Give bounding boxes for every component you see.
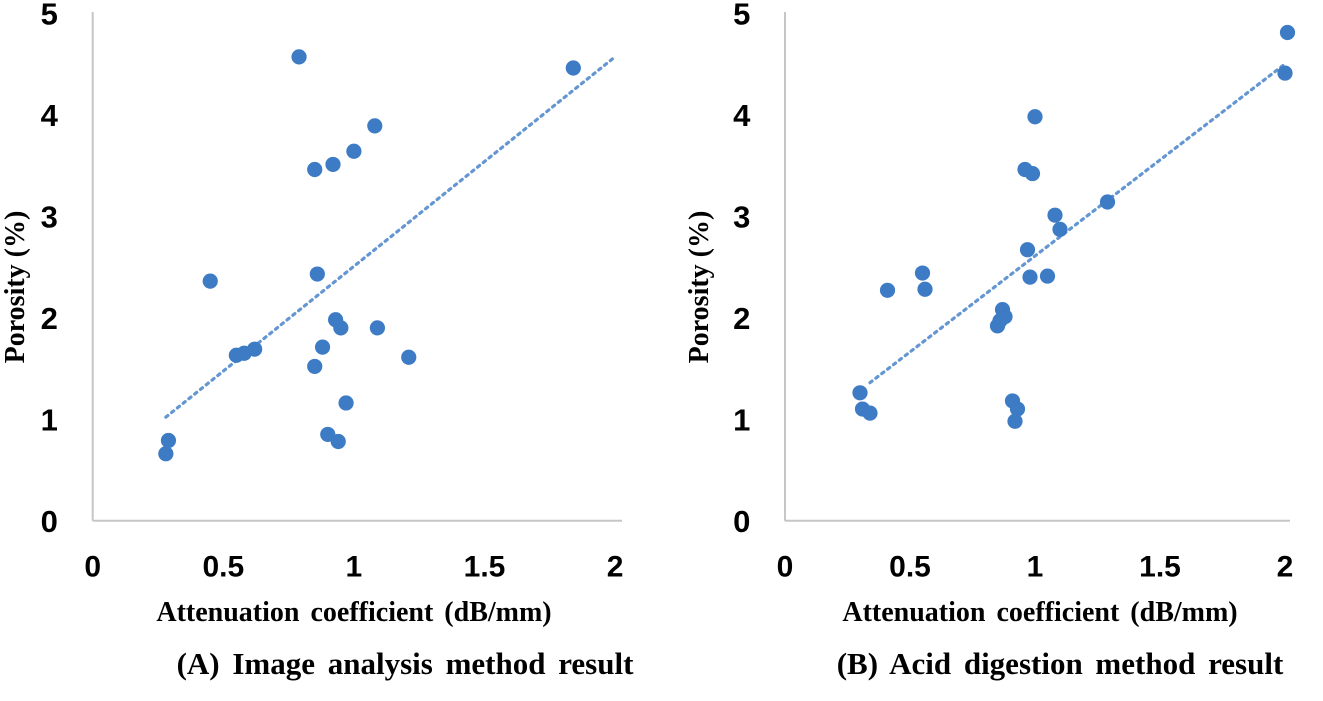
data-point bbox=[247, 341, 263, 357]
y-tick-label: 4 bbox=[41, 98, 59, 133]
x-tick-label: 0 bbox=[84, 551, 101, 584]
figure-caption-B: (B) Acid digestion method result bbox=[836, 646, 1284, 681]
data-point bbox=[1024, 165, 1041, 182]
y-tick-label: 2 bbox=[733, 301, 750, 336]
data-point bbox=[346, 143, 362, 159]
data-point bbox=[852, 385, 868, 401]
y-tick-label: 2 bbox=[41, 301, 58, 336]
data-point bbox=[1027, 109, 1043, 125]
data-point bbox=[914, 265, 931, 281]
x-tick-label: 0 bbox=[777, 551, 794, 584]
trend-line bbox=[868, 62, 1287, 385]
data-point bbox=[369, 320, 386, 336]
figure-caption-A: (A) Image analysis method result bbox=[176, 646, 634, 681]
data-point bbox=[160, 432, 177, 449]
data-point bbox=[997, 309, 1013, 325]
x-axis-title-B: Attenuation coefficient (dB/mm) bbox=[842, 597, 1238, 628]
y-axis-title-A: Porosity (%) bbox=[0, 210, 31, 364]
x-tick-label: 1.5 bbox=[1139, 551, 1181, 584]
x-tick-label: 1 bbox=[346, 551, 363, 584]
data-point bbox=[1099, 194, 1116, 210]
scatter-plot-B: 0 1 2 3 4 5 0 0.5 1 1.5 2 bbox=[733, 0, 1296, 584]
data-point bbox=[307, 358, 323, 375]
data-point bbox=[307, 161, 323, 178]
data-point bbox=[309, 266, 325, 282]
data-point bbox=[314, 339, 331, 355]
x-axis-title-A: Attenuation coefficient (dB/mm) bbox=[156, 597, 552, 628]
data-point bbox=[1279, 24, 1296, 41]
y-tick-label: 1 bbox=[733, 403, 750, 438]
chart-B-acid-digestion: 0 1 2 3 4 5 0 0.5 1 1.5 2 Porosity (%) Attenuation… bbox=[662, 0, 1323, 701]
y-tick-label: 1 bbox=[41, 403, 58, 438]
chart-A-image-analysis: 0 1 2 3 4 5 0 0.5 1 1.5 2 Porosity (%) Attenuation… bbox=[0, 0, 661, 701]
y-tick-label: 0 bbox=[41, 504, 58, 539]
data-point bbox=[333, 320, 349, 336]
y-tick-label: 0 bbox=[733, 504, 750, 539]
data-point bbox=[1022, 269, 1038, 285]
data-point bbox=[367, 118, 383, 134]
y-tick-label: 5 bbox=[733, 0, 750, 32]
y-tick-label: 4 bbox=[733, 98, 751, 133]
y-tick-label: 5 bbox=[41, 0, 58, 32]
data-point bbox=[1052, 221, 1068, 237]
data-point bbox=[325, 156, 341, 173]
data-point bbox=[158, 446, 174, 462]
data-point bbox=[291, 49, 307, 65]
trend-line bbox=[164, 57, 615, 419]
data-point bbox=[330, 433, 346, 450]
y-tick-label: 3 bbox=[733, 200, 750, 235]
scatter-plot-A: 0 1 2 3 4 5 0 0.5 1 1.5 2 bbox=[41, 0, 624, 584]
y-tick-label: 3 bbox=[41, 200, 58, 235]
data-point bbox=[1047, 207, 1063, 223]
data-point bbox=[1009, 401, 1026, 417]
x-tick-label: 0.5 bbox=[202, 551, 244, 584]
data-point bbox=[338, 395, 354, 411]
data-point bbox=[1277, 65, 1293, 81]
data-point bbox=[862, 405, 878, 421]
data-point bbox=[1007, 413, 1023, 429]
data-point bbox=[1039, 268, 1056, 284]
data-point bbox=[917, 281, 933, 297]
x-tick-label: 0.5 bbox=[889, 551, 931, 584]
data-point bbox=[401, 349, 417, 365]
x-tick-label: 1 bbox=[1027, 551, 1044, 584]
data-point bbox=[565, 60, 581, 76]
x-tick-label: 1.5 bbox=[464, 551, 506, 584]
y-axis-title-B: Porosity (%) bbox=[684, 210, 715, 364]
x-tick-label: 2 bbox=[607, 551, 624, 584]
data-point bbox=[879, 282, 896, 298]
data-point bbox=[202, 273, 218, 289]
x-tick-label: 2 bbox=[1277, 551, 1294, 584]
data-point bbox=[1019, 242, 1036, 258]
